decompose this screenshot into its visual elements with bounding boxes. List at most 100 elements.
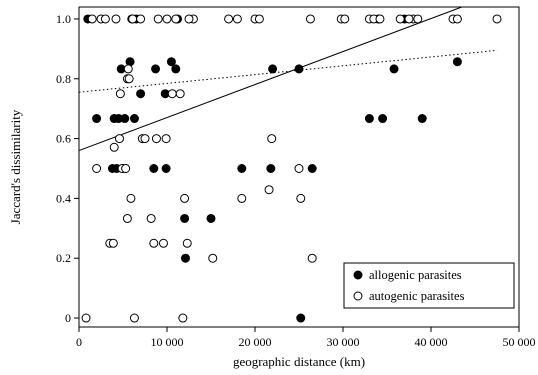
autogenic-point [153,14,163,24]
autogenic-point [182,238,192,248]
plot-frame [78,6,520,328]
autogenic-point [81,313,91,323]
autogenic-point [108,238,118,248]
autogenic-fit-line [78,49,498,93]
y-tick-label: 0 [65,311,71,325]
allogenic-point [136,89,146,99]
allogenic-point [378,114,388,124]
autogenic-point [146,213,156,223]
allogenic-point [180,213,190,223]
x-axis-label: geographic distance (km) [233,354,365,369]
autogenic-point [128,14,138,24]
allogenic-point [129,114,139,124]
autogenic-point [180,193,190,203]
autogenic-point [140,134,150,144]
autogenic-point [492,14,502,24]
autogenic-point [232,14,242,24]
y-tick-label: 0.8 [56,72,71,86]
allogenic-point [151,64,161,74]
allogenic-fit-line [78,6,462,152]
x-tick-label: 0 [76,335,82,349]
autogenic-point [237,193,247,203]
autogenic-point [184,14,194,24]
autogenic-point [92,163,102,173]
autogenic-point [129,313,139,323]
legend-marker-autogenic [353,291,363,301]
allogenic-point [149,163,159,173]
autogenic-point [254,14,264,24]
data-points [81,14,502,323]
y-tick-label: 0.6 [56,132,71,146]
allogenic-point [294,64,304,74]
autogenic-point [115,89,125,99]
allogenic-point [417,114,427,124]
autogenic-point [395,14,405,24]
autogenic-point [305,14,315,24]
autogenic-point [149,238,159,248]
autogenic-point [162,14,172,24]
autogenic-point [167,89,177,99]
allogenic-point [296,313,306,323]
regression-lines [78,6,498,152]
autogenic-point [375,14,385,24]
autogenic-point [171,14,181,24]
autogenic-point [208,253,218,263]
legend-marker-allogenic [353,270,363,280]
autogenic-point [161,134,171,144]
autogenic-point [121,163,131,173]
x-tick-label: 10 000 [151,335,184,349]
autogenic-point [404,14,414,24]
autogenic-point [267,134,277,144]
allogenic-point [92,114,102,124]
autogenic-point [178,313,188,323]
y-tick-label: 0.4 [56,191,71,205]
allogenic-point [307,163,317,173]
allogenic-point [161,163,171,173]
allogenic-point [206,213,216,223]
allogenic-point [268,64,278,74]
x-tick-label: 30 000 [327,335,360,349]
autogenic-point [136,14,146,24]
autogenic-point [224,14,234,24]
autogenic-point [124,74,134,84]
allogenic-point [364,114,374,124]
autogenic-point [175,89,185,99]
legend-box [343,262,515,309]
autogenic-point [264,185,274,195]
autogenic-point [307,253,317,263]
autogenic-point [294,163,304,173]
autogenic-point [122,213,132,223]
allogenic-point [171,64,181,74]
x-tick-label: 20 000 [239,335,272,349]
autogenic-point [158,238,168,248]
y-tick-label: 0.2 [56,251,71,265]
autogenic-point [340,14,350,24]
autogenic-point [151,134,161,144]
autogenic-point [123,64,133,74]
autogenic-point [413,14,423,24]
autogenic-point [109,142,119,152]
allogenic-point [120,114,130,124]
legend-label-autogenic: autogenic parasites [369,289,465,303]
legend: allogenic parasites autogenic parasites [343,262,515,309]
x-tick-label: 50 000 [503,335,536,349]
autogenic-point [296,193,306,203]
autogenic-point [87,14,97,24]
x-axis-ticks: 0 10 000 20 000 30 000 40 000 50 000 [76,327,536,349]
y-axis-label: Jaccard's dissimilarity [8,109,23,224]
autogenic-point [452,14,462,24]
autogenic-point [100,14,110,24]
legend-label-allogenic: allogenic parasites [369,268,462,282]
y-axis-ticks: 0 0.2 0.4 0.6 0.8 1.0 [56,12,79,325]
autogenic-point [114,134,124,144]
autogenic-point [126,193,136,203]
allogenic-point [166,57,176,67]
allogenic-point [389,64,399,74]
allogenic-point [266,163,276,173]
allogenic-point [180,253,190,263]
allogenic-point [452,57,462,67]
y-tick-label: 1.0 [56,12,71,26]
autogenic-point [111,14,121,24]
allogenic-point [237,163,247,173]
